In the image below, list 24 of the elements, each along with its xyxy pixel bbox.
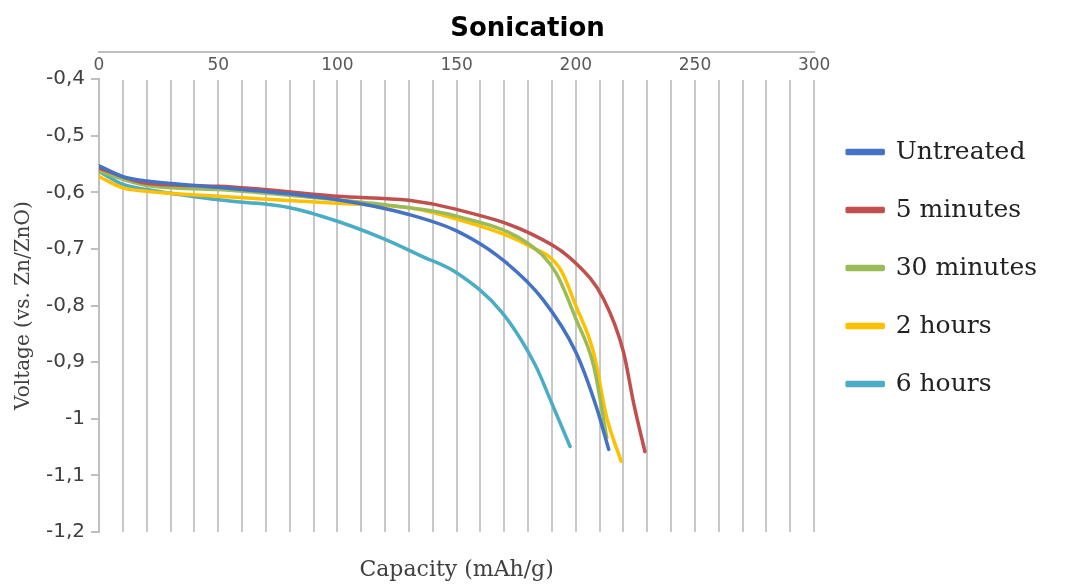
y-tick-label: -0,4 <box>45 65 86 90</box>
x-tick-label: 150 <box>440 53 473 74</box>
x-tick-label: 100 <box>321 53 354 74</box>
x-tick-label: 0 <box>93 53 105 74</box>
x-tick-label: 250 <box>678 53 712 74</box>
x-tick-label: 50 <box>207 53 230 74</box>
x-tick-label: 300 <box>797 53 831 74</box>
x-tick-label: 200 <box>559 53 593 74</box>
legend-label: 6 hours <box>895 367 992 397</box>
y-tick-label: -1,2 <box>45 518 86 543</box>
y-tick-label: -1 <box>65 405 86 429</box>
y-tick-label: -1,1 <box>45 461 86 486</box>
x-axis-title: Capacity (mAh/g) <box>359 556 554 581</box>
legend-label: 5 minutes <box>895 193 1022 223</box>
legend-label: Untreated <box>895 135 1026 165</box>
legend-label: 2 hours <box>895 309 992 339</box>
y-tick-label: -0,8 <box>45 291 86 316</box>
y-axis-title: Voltage (vs. Zn/ZnO) <box>10 201 35 411</box>
legend-label: 30 minutes <box>895 251 1038 281</box>
chart-title: Sonication <box>450 12 605 43</box>
y-tick-label: -0,7 <box>45 235 86 260</box>
y-tick-label: -0,6 <box>45 178 86 203</box>
y-tick-label: -0,9 <box>45 348 86 373</box>
y-tick-label: -0,5 <box>45 122 86 146</box>
